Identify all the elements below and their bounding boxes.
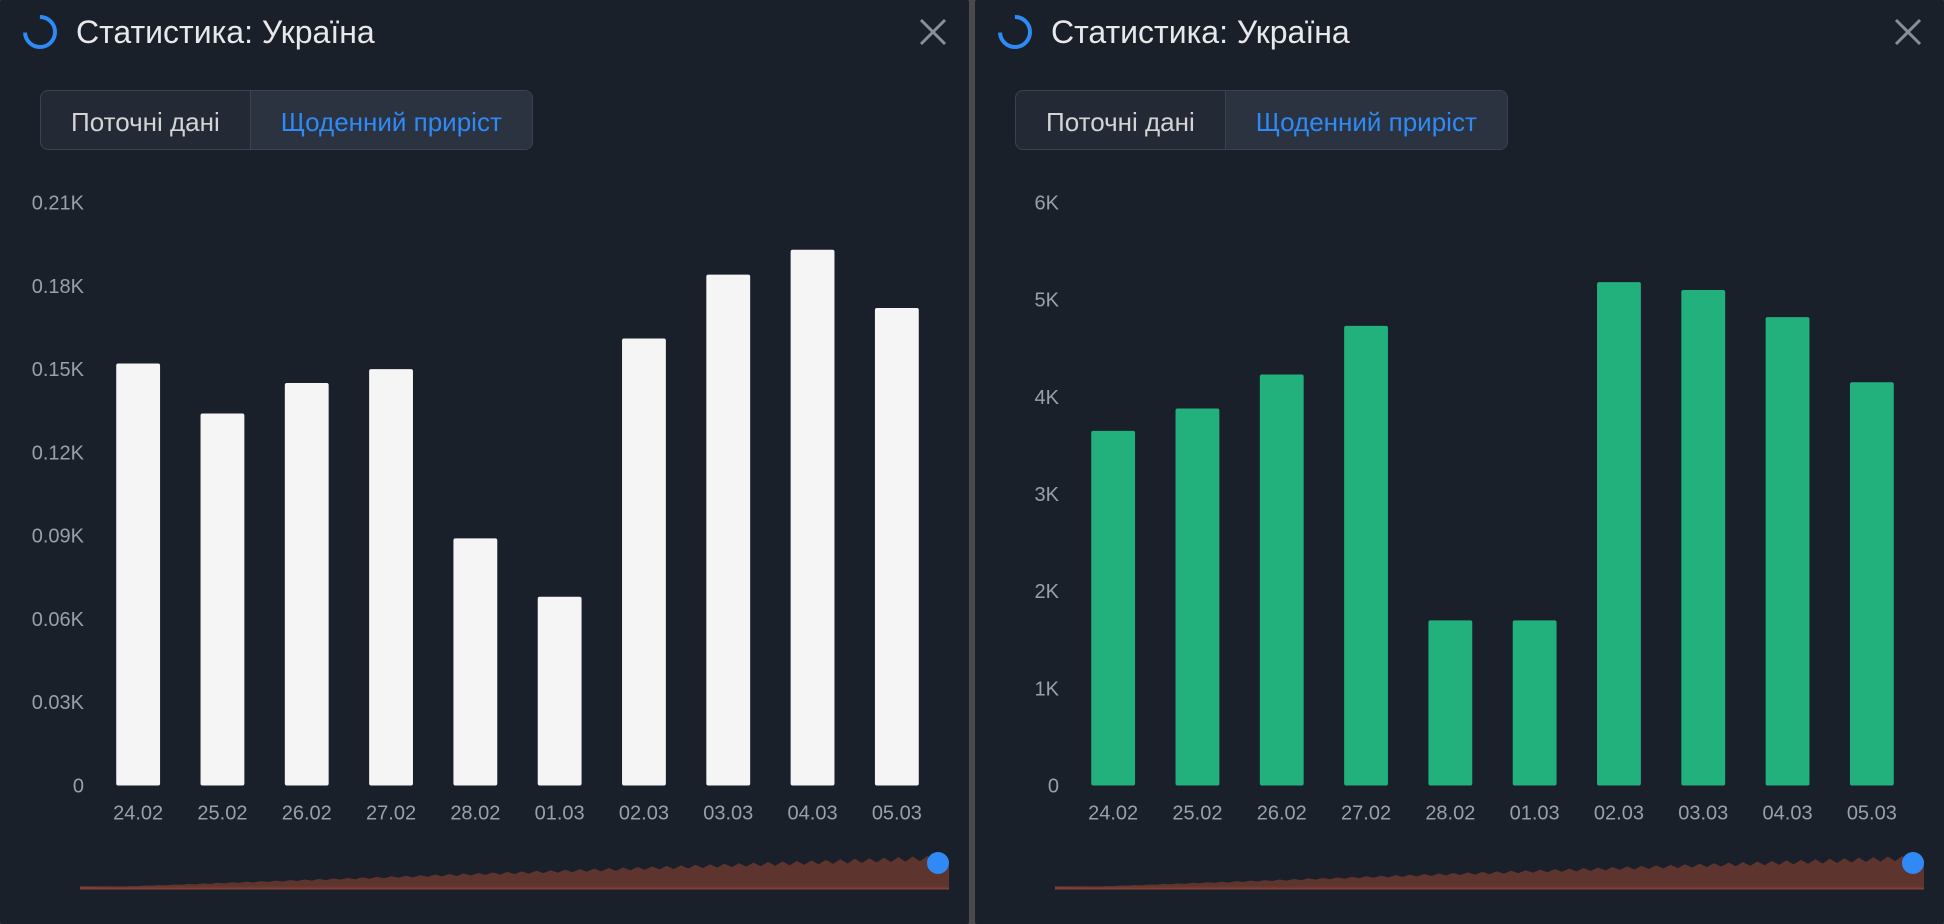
svg-text:2K: 2K: [1035, 581, 1060, 603]
timeline-handle[interactable]: [927, 852, 949, 874]
close-icon[interactable]: [1892, 16, 1924, 48]
tab-group: Поточні дані Щоденний приріст: [40, 90, 533, 150]
panel-title: Статистика: Україна: [76, 14, 901, 51]
chart-pie-icon: [995, 12, 1035, 52]
svg-text:27.02: 27.02: [1341, 803, 1391, 825]
tab-current-data[interactable]: Поточні дані: [41, 91, 250, 149]
svg-text:05.03: 05.03: [872, 803, 922, 825]
tab-daily-growth[interactable]: Щоденний приріст: [250, 91, 532, 149]
close-icon[interactable]: [917, 16, 949, 48]
svg-text:0.12K: 0.12K: [32, 442, 85, 464]
svg-text:0: 0: [73, 776, 84, 798]
svg-text:4K: 4K: [1035, 387, 1060, 409]
svg-text:24.02: 24.02: [113, 803, 163, 825]
mini-timeline[interactable]: [80, 838, 949, 894]
svg-text:0.15K: 0.15K: [32, 359, 85, 381]
svg-text:5K: 5K: [1035, 290, 1060, 312]
svg-text:26.02: 26.02: [282, 803, 332, 825]
svg-text:0.09K: 0.09K: [32, 526, 85, 548]
chart-svg-right: 0 1K 2K 3K 4K 5K 6K 24.02 25.02 26.02 27.02 28.02 01…: [995, 190, 1924, 838]
svg-text:0.18K: 0.18K: [32, 276, 85, 298]
svg-text:0: 0: [1048, 776, 1059, 798]
bar-chart: 0 1K 2K 3K 4K 5K 6K 24.02 25.02 26.02 27.02 28.02 01…: [995, 190, 1924, 838]
tab-daily-growth[interactable]: Щоденний приріст: [1225, 91, 1507, 149]
bar-chart: 0 0.03K 0.06K 0.09K 0.12K 0.15K 0.18K 0.21K 24.0…: [20, 190, 949, 838]
svg-text:02.03: 02.03: [619, 803, 669, 825]
svg-text:0.21K: 0.21K: [32, 193, 85, 215]
stats-panel-right: Статистика: Україна Поточні дані Щоденни…: [975, 0, 1944, 924]
tab-group: Поточні дані Щоденний приріст: [1015, 90, 1508, 150]
svg-text:03.03: 03.03: [1678, 803, 1728, 825]
svg-text:26.02: 26.02: [1257, 803, 1307, 825]
svg-text:0.06K: 0.06K: [32, 609, 85, 631]
stats-panel-left: Статистика: Україна Поточні дані Щоденни…: [0, 0, 969, 924]
svg-text:28.02: 28.02: [450, 803, 500, 825]
panel-title: Статистика: Україна: [1051, 14, 1876, 51]
mini-svg-left: [80, 838, 949, 894]
svg-text:01.03: 01.03: [535, 803, 585, 825]
svg-text:27.02: 27.02: [366, 803, 416, 825]
svg-text:3K: 3K: [1035, 484, 1060, 506]
mini-timeline[interactable]: [1055, 838, 1924, 894]
tab-current-data[interactable]: Поточні дані: [1016, 91, 1225, 149]
svg-text:02.03: 02.03: [1594, 803, 1644, 825]
svg-text:1K: 1K: [1035, 678, 1060, 700]
svg-text:0.03K: 0.03K: [32, 692, 85, 714]
svg-text:03.03: 03.03: [703, 803, 753, 825]
svg-text:04.03: 04.03: [1763, 803, 1813, 825]
panel-header: Статистика: Україна: [975, 0, 1944, 68]
svg-text:25.02: 25.02: [197, 803, 247, 825]
chart-svg-left: 0 0.03K 0.06K 0.09K 0.12K 0.15K 0.18K 0.21K 24.0…: [20, 190, 949, 838]
timeline-handle[interactable]: [1902, 852, 1924, 874]
svg-text:04.03: 04.03: [788, 803, 838, 825]
svg-text:6K: 6K: [1035, 193, 1060, 215]
svg-text:05.03: 05.03: [1847, 803, 1897, 825]
svg-text:01.03: 01.03: [1510, 803, 1560, 825]
panel-header: Статистика: Україна: [0, 0, 969, 68]
svg-text:28.02: 28.02: [1425, 803, 1475, 825]
svg-text:24.02: 24.02: [1088, 803, 1138, 825]
chart-pie-icon: [20, 12, 60, 52]
mini-svg-right: [1055, 838, 1924, 894]
svg-text:25.02: 25.02: [1172, 803, 1222, 825]
